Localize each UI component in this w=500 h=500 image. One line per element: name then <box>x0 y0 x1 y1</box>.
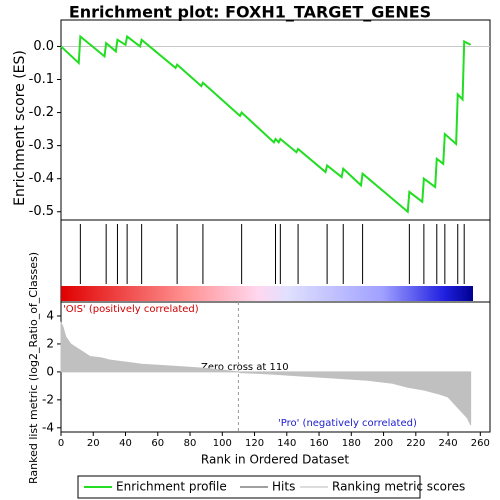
x-tick-label: 60 <box>151 438 164 449</box>
chart-title: Enrichment plot: FOXH1_TARGET_GENES <box>69 3 431 22</box>
metric-area <box>60 321 472 426</box>
metric-axis-label: Ranked list metric (log2_Ratio_of_Classe… <box>27 252 40 484</box>
x-tick-label: 100 <box>213 438 232 449</box>
legend-label: Ranking metric scores <box>332 480 465 494</box>
x-tick-label: 40 <box>119 438 132 449</box>
x-tick-label: 180 <box>342 438 361 449</box>
x-tick-label: 80 <box>184 438 197 449</box>
x-tick-label: 20 <box>87 438 100 449</box>
x-tick-label: 220 <box>406 438 425 449</box>
x-tick-label: 240 <box>439 438 458 449</box>
legend-label: Enrichment profile <box>116 480 227 494</box>
y-tick-label: -0.2 <box>29 105 54 120</box>
y-tick-label: -0.1 <box>29 72 54 87</box>
metric-tick-label: 4 <box>46 308 54 322</box>
y-tick-label: -0.3 <box>29 138 54 153</box>
x-tick-label: 140 <box>277 438 296 449</box>
zero-cross-label: Zero cross at 110 <box>201 362 289 373</box>
es-panel <box>60 19 491 221</box>
metric-tick-label: 2 <box>46 336 54 350</box>
x-tick-label: 0 <box>58 438 64 449</box>
metric-tick-label: 0 <box>46 364 54 378</box>
x-tick-label: 160 <box>309 438 328 449</box>
x-axis-label: Rank in Ordered Dataset <box>201 453 349 467</box>
x-tick-label: 200 <box>374 438 393 449</box>
y-axis-label: Enrichment score (ES) <box>12 50 28 206</box>
neg-label: 'Pro' (negatively correlated) <box>278 418 417 429</box>
x-tick-label: 120 <box>245 438 264 449</box>
legend-label: Hits <box>272 480 295 494</box>
es-line <box>60 34 472 214</box>
y-tick-label: -0.5 <box>29 204 54 219</box>
metric-tick-label: -4 <box>42 420 54 434</box>
pos-label: 'OIS' (positively correlated) <box>63 304 199 315</box>
y-tick-label: -0.4 <box>29 171 54 186</box>
metric-tick-label: -2 <box>42 392 54 406</box>
x-tick-label: 260 <box>471 438 490 449</box>
color-bar <box>61 286 473 301</box>
y-tick-label: 0.0 <box>33 39 54 54</box>
